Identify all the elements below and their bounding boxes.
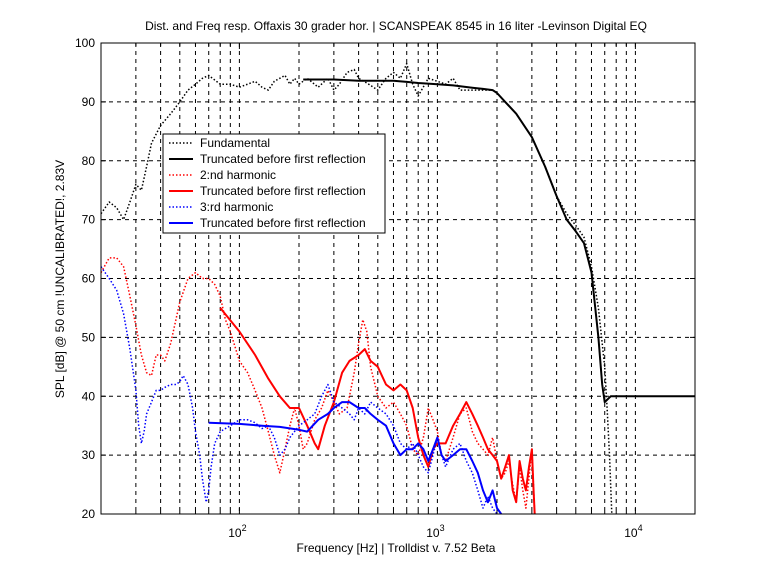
legend-entry-label: Truncated before first reflection [200, 216, 366, 230]
series-layer [100, 62, 695, 515]
legend: Fundamental Truncated before first reflec… [162, 133, 386, 234]
legend-box [162, 133, 386, 234]
y-axis-label: SPL [dB] @ 50 cm !UNCALIBRATED!, 2.83V [53, 160, 67, 398]
chart-title: Dist. and Freq resp. Offaxis 30 grader h… [145, 19, 647, 33]
y-tick-label: 40 [82, 389, 96, 403]
y-tick-label: 60 [82, 272, 96, 286]
x-tick-label: 103 [426, 523, 444, 540]
legend-entry-label: 3:rd harmonic [200, 200, 273, 214]
legend-entry-label: Fundamental [200, 136, 270, 150]
y-tick-label: 70 [82, 213, 96, 227]
x-tick-label: 104 [624, 523, 642, 540]
legend-entry-label: Truncated before first reflection [200, 184, 366, 198]
y-tick-label: 30 [82, 448, 96, 462]
x-axis-label: Frequency [Hz] | Trolldist v. 7.52 Beta [297, 541, 496, 555]
series-line-6 [208, 401, 503, 515]
y-tick-label: 20 [82, 507, 96, 521]
series-line-5 [100, 266, 498, 515]
series-line-4 [219, 307, 536, 515]
legend-entry-label: Truncated before first reflection [200, 152, 366, 166]
series-line-2 [303, 78, 695, 404]
y-tick-label: 80 [82, 154, 96, 168]
y-tick-label: 100 [75, 36, 95, 50]
ticks: 20 30 40 50 60 70 80 90 100 102 103 104 [75, 36, 695, 540]
grid [101, 43, 695, 514]
y-tick-label: 90 [82, 95, 96, 109]
x-tick-label: 102 [228, 523, 246, 540]
legend-entry-label: 2:nd harmonic [200, 168, 276, 182]
y-tick-label: 50 [82, 330, 96, 344]
series-line-3 [100, 257, 536, 515]
